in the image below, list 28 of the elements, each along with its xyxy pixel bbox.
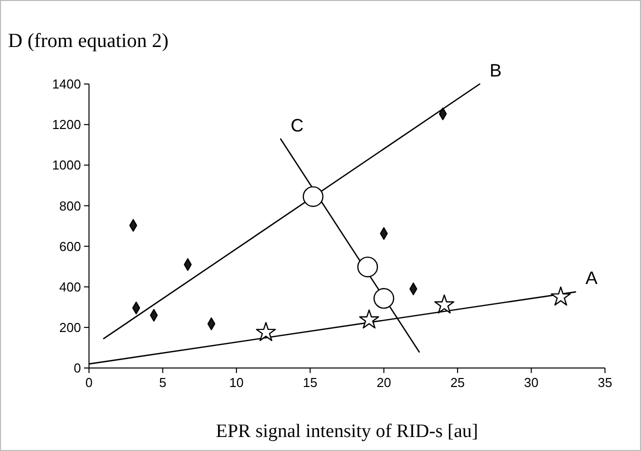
series-label: B — [490, 60, 502, 80]
series-label: A — [586, 268, 598, 288]
x-tick-label: 5 — [159, 375, 166, 390]
point — [550, 286, 571, 306]
x-tick-label: 10 — [229, 375, 244, 390]
point — [373, 288, 394, 309]
y-tick-label: 0 — [74, 360, 81, 376]
y-tick-label: 200 — [59, 320, 81, 335]
y-tick-label: 1200 — [52, 117, 81, 132]
point — [302, 186, 324, 207]
x-tick-label: 15 — [302, 375, 318, 390]
y-tick-label: 800 — [59, 198, 81, 214]
point — [256, 322, 276, 342]
x-tick-label: 25 — [450, 375, 465, 390]
x-tick-label: 0 — [85, 375, 93, 390]
point — [359, 309, 380, 329]
x-tick-label: 20 — [376, 375, 392, 390]
y-tick-label: 1000 — [52, 158, 81, 173]
point — [434, 294, 454, 314]
x-axis-title: EPR signal intensity of RID-s [au] — [216, 421, 478, 442]
chart-title: D (from equation 2) — [8, 30, 169, 52]
y-tick-label: 1400 — [52, 76, 81, 92]
y-tick-label: 600 — [59, 238, 81, 254]
x-tick-label: 30 — [524, 375, 539, 390]
y-tick-label: 400 — [59, 279, 81, 294]
series-label: C — [290, 115, 304, 136]
point — [357, 256, 378, 278]
x-tick-label: 35 — [598, 375, 612, 390]
